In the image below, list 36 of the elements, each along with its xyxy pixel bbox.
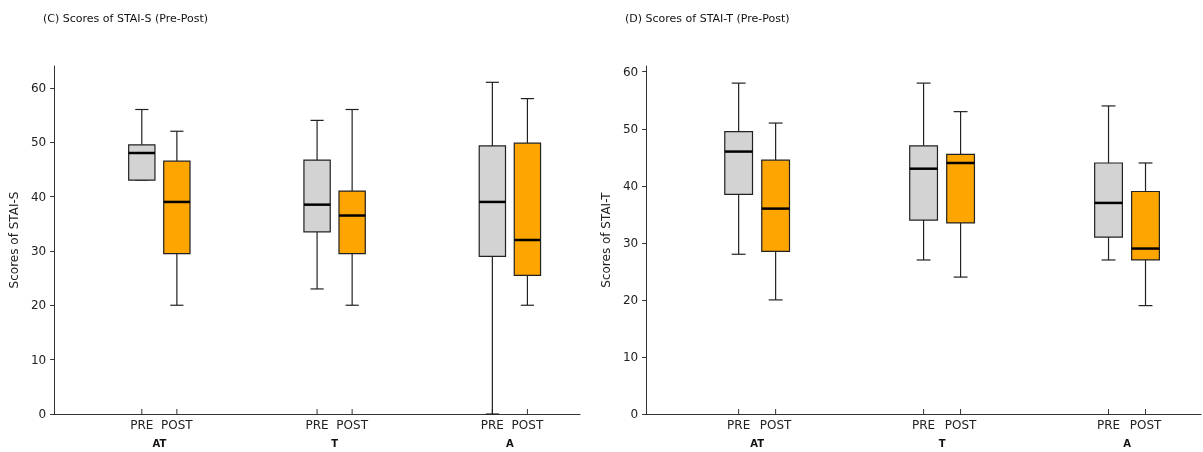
- y-tick-label: 10: [30, 352, 47, 367]
- y-tick-label: 0: [630, 407, 639, 421]
- x-tick-label: POST: [511, 418, 544, 432]
- x-tick-label: PRE: [727, 418, 751, 432]
- x-tick-label: POST: [161, 418, 194, 432]
- x-tick-label: POST: [944, 418, 978, 432]
- x-tick-label: POST: [1129, 418, 1162, 432]
- y-tick-label: 30: [30, 243, 47, 258]
- y-tick-label: 20: [622, 292, 639, 307]
- y-axis-title: Scores of STAI-S: [7, 191, 21, 289]
- x-tick-label: PRE: [1096, 418, 1121, 432]
- x-tick-label: POST: [759, 418, 793, 432]
- y-tick-label: 10: [622, 349, 639, 364]
- chart-title: (C) Scores of STAI-S (Pre-Post): [43, 12, 209, 25]
- text: A: [506, 437, 515, 449]
- chart-title: (D) Scores of STAI-T (Pre-Post): [625, 12, 790, 25]
- text: AT: [152, 437, 167, 449]
- y-tick-label: 40: [30, 189, 47, 204]
- x-tick-label: POST: [336, 418, 369, 432]
- x-tick-label: PRE: [912, 418, 936, 432]
- y-tick-label: 20: [30, 298, 47, 313]
- y-tick-label: 50: [622, 121, 639, 136]
- y-tick-label: 60: [622, 64, 639, 79]
- text: A: [1123, 437, 1132, 449]
- x-tick-label: PRE: [480, 418, 504, 432]
- y-tick-label: 50: [30, 135, 47, 150]
- x-tick-label: PRE: [130, 418, 154, 432]
- x-tick-label: PRE: [305, 418, 329, 432]
- y-tick-label: 0: [38, 407, 47, 421]
- text: T: [331, 437, 339, 449]
- text: AT: [750, 437, 765, 449]
- y-tick-label: 60: [30, 80, 47, 95]
- y-axis-title: Scores of STAI-T: [599, 191, 613, 288]
- y-tick-label: 40: [622, 178, 639, 193]
- text: T: [938, 437, 946, 449]
- y-tick-label: 30: [622, 235, 639, 250]
